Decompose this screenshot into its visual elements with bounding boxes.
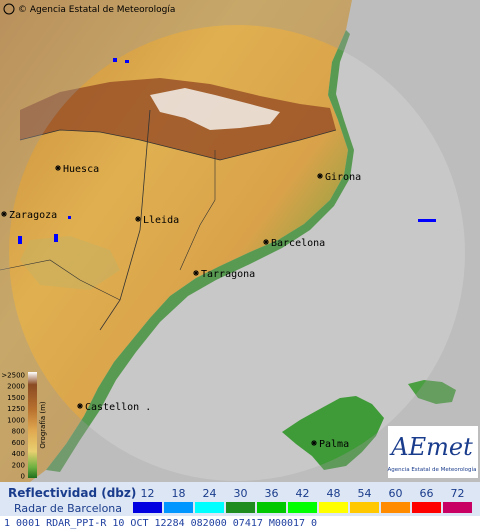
city-label: Tarragona xyxy=(201,269,255,280)
echo xyxy=(54,234,58,242)
scale-swatch xyxy=(257,502,286,513)
pyrenees xyxy=(20,78,336,160)
pyrenees-peaks xyxy=(150,88,280,130)
scale-label: 60 xyxy=(389,487,403,500)
scale-label: 24 xyxy=(203,487,217,500)
scale-label: 30 xyxy=(234,487,248,500)
orography-level: 600 xyxy=(12,439,25,447)
orography-level: >2500 xyxy=(1,372,25,380)
orography-level: 0 xyxy=(21,473,25,481)
scale-swatch xyxy=(226,502,255,513)
orography-title: Orografía (m) xyxy=(39,401,47,449)
echo xyxy=(125,60,129,63)
scale-swatch xyxy=(350,502,379,513)
scale-label: 36 xyxy=(265,487,279,500)
scale-swatch xyxy=(319,502,348,513)
scale-label: 72 xyxy=(451,487,465,500)
logo-box xyxy=(388,426,478,478)
city-label: Huesca xyxy=(63,164,99,175)
orography-level: 1250 xyxy=(7,405,25,413)
border xyxy=(179,150,216,271)
city-label: Palma xyxy=(319,439,349,450)
echo xyxy=(418,219,436,222)
orography-bar xyxy=(28,372,37,478)
legend-title: Reflectividad (dbz) xyxy=(8,486,136,500)
city-marker xyxy=(311,440,317,446)
scale-swatch xyxy=(381,502,410,513)
scale-swatch xyxy=(195,502,224,513)
scale-label: 54 xyxy=(358,487,372,500)
border xyxy=(19,129,337,161)
scale-swatch xyxy=(133,502,162,513)
city-marker xyxy=(1,211,7,217)
orography-level: 400 xyxy=(12,450,25,458)
copyright-icon xyxy=(3,3,15,15)
status-bar xyxy=(0,516,480,530)
legend-radar: Radar de Barcelona xyxy=(14,502,122,515)
status: 1 0001 RDAR_PPI-R 10 OCT 12284 082000 07… xyxy=(4,518,317,529)
city-label: Girona xyxy=(325,172,361,183)
logo-name: AEmet xyxy=(389,433,473,461)
copyright: © Agencia Estatal de Meteorología xyxy=(18,5,175,15)
orography-level: 2000 xyxy=(7,383,25,391)
city-marker xyxy=(135,216,141,222)
border xyxy=(0,259,121,301)
scale-label: 48 xyxy=(327,487,341,500)
echo xyxy=(68,216,71,219)
border xyxy=(99,109,151,331)
scale-swatch xyxy=(443,502,472,513)
menorca xyxy=(408,380,456,404)
city-marker xyxy=(55,165,61,171)
logo-subtitle: Agencia Estatal de Meteorología xyxy=(388,466,477,473)
cities: Huesca Girona Zaragoza Lleida Barcelona Tarra… xyxy=(1,164,361,450)
city-label: Zaragoza xyxy=(9,210,57,221)
mallorca xyxy=(282,396,384,470)
orography-level: 1500 xyxy=(7,394,25,402)
scale-label: 66 xyxy=(420,487,434,500)
scale-label: 12 xyxy=(141,487,155,500)
city-marker xyxy=(317,173,323,179)
echo xyxy=(113,58,117,62)
echo xyxy=(18,236,22,244)
city-label: Lleida xyxy=(143,215,179,226)
ebro-valley xyxy=(20,236,120,290)
city-marker xyxy=(263,239,269,245)
scale-swatch xyxy=(164,502,193,513)
orography-level: 200 xyxy=(12,461,25,469)
coastal-lowland xyxy=(46,30,354,472)
orography-level: 1000 xyxy=(7,416,25,424)
scale-swatch xyxy=(288,502,317,513)
city-label: Barcelona xyxy=(271,238,325,249)
reflectivity-scale: 12 18 24 30 36 42 48 54 60 66 72 xyxy=(133,487,472,513)
city-marker xyxy=(193,270,199,276)
orography-level: 800 xyxy=(12,428,25,436)
city-label: Castellon . xyxy=(85,402,151,413)
scale-swatch xyxy=(412,502,441,513)
scale-label: 42 xyxy=(296,487,310,500)
city-marker xyxy=(77,403,83,409)
scale-label: 18 xyxy=(172,487,186,500)
